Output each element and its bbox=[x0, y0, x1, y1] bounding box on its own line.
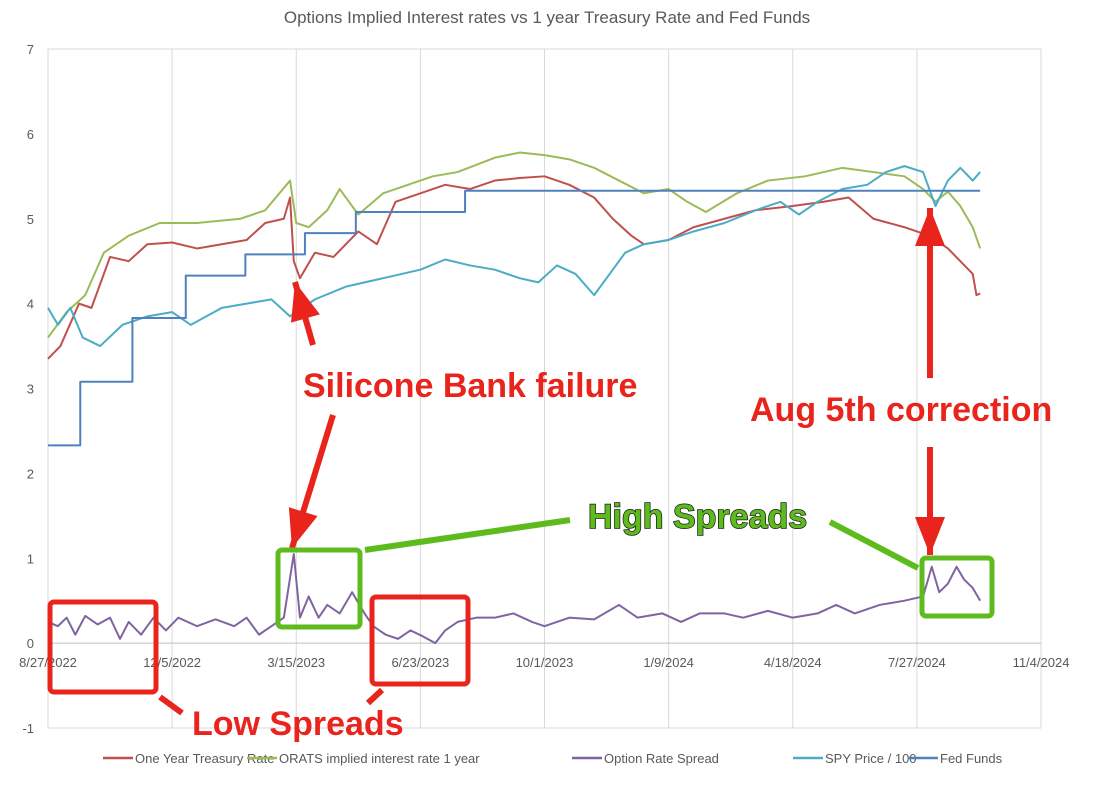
annotation-aug5: Aug 5th correction bbox=[750, 391, 1052, 429]
legend-label: ORATS implied interest rate 1 year bbox=[279, 751, 480, 766]
connector-line bbox=[365, 687, 385, 706]
series-option-rate-spread bbox=[47, 553, 982, 645]
x-tick-label: 11/4/2024 bbox=[1013, 655, 1070, 670]
annotation-high-spreads: High Spreads bbox=[588, 498, 807, 536]
highlight-box bbox=[919, 555, 995, 619]
y-tick-label: 3 bbox=[27, 382, 34, 397]
x-tick-label: 6/23/2023 bbox=[391, 655, 449, 670]
annotation-low-spreads: Low Spreads bbox=[192, 705, 404, 743]
highlight-box bbox=[369, 594, 471, 687]
connector-line bbox=[364, 517, 571, 553]
legend-label: Fed Funds bbox=[940, 751, 1003, 766]
x-tick-label: 10/1/2023 bbox=[516, 655, 574, 670]
chart-title: Options Implied Interest rates vs 1 year… bbox=[284, 8, 810, 27]
connector-line bbox=[158, 694, 184, 716]
legend-label: One Year Treasury Rate bbox=[135, 751, 274, 766]
x-tick-label: 12/5/2022 bbox=[143, 655, 201, 670]
series-one-year-treasury-rate bbox=[47, 175, 981, 360]
y-tick-label: 0 bbox=[27, 636, 34, 651]
series-spy-price-100 bbox=[47, 165, 981, 348]
y-tick-label: 1 bbox=[27, 551, 34, 566]
series-fed-funds bbox=[48, 189, 981, 447]
x-tick-label: 1/9/2024 bbox=[643, 655, 694, 670]
highlight-box bbox=[47, 599, 159, 695]
legend-label: Option Rate Spread bbox=[604, 751, 719, 766]
y-tick-label: 6 bbox=[27, 127, 34, 142]
y-tick-label: -1 bbox=[22, 721, 34, 736]
arrow-head-icon bbox=[288, 507, 318, 548]
arrow-head-icon bbox=[915, 208, 945, 246]
annotation-silicon-bank: Silicone Bank failure bbox=[303, 367, 637, 405]
connector-line bbox=[828, 519, 920, 571]
arrow-head-icon bbox=[915, 517, 945, 555]
x-tick-label: 4/18/2024 bbox=[764, 655, 822, 670]
y-tick-label: 5 bbox=[27, 212, 34, 227]
x-tick-label: 7/27/2024 bbox=[888, 655, 946, 670]
y-tick-label: 4 bbox=[27, 297, 34, 312]
x-tick-label: 3/15/2023 bbox=[267, 655, 325, 670]
y-tick-label: 7 bbox=[27, 42, 34, 57]
y-tick-label: 2 bbox=[27, 466, 34, 481]
series-orats-implied-interest-rate-1-year bbox=[47, 151, 982, 339]
arrow-head-icon bbox=[291, 282, 320, 323]
highlight-box bbox=[275, 547, 363, 630]
legend-label: SPY Price / 100 bbox=[825, 751, 917, 766]
